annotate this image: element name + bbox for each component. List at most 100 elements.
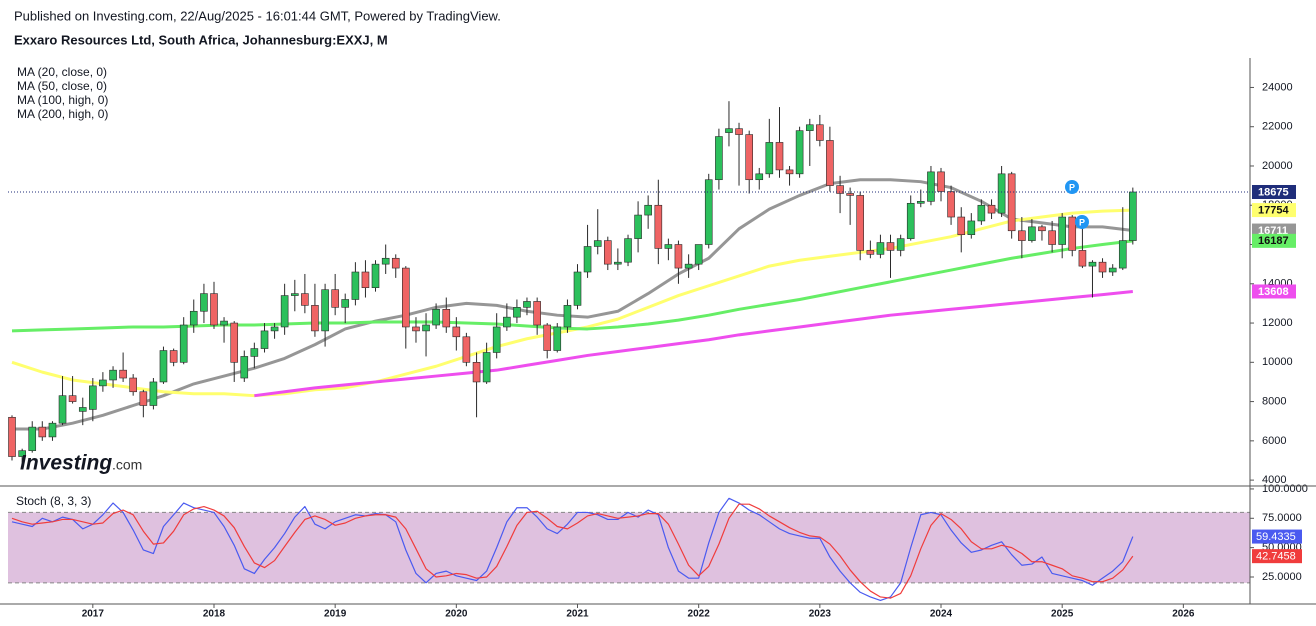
candle-body [795,130,804,175]
stoch-tick-label: 75.0000 [1262,512,1302,524]
candle-body [876,242,885,255]
x-tick-label: 2019 [324,609,347,620]
candle-body [18,450,26,457]
candle-body [725,128,733,133]
candle-body [230,322,239,363]
candle-body [371,263,380,289]
candle-body [593,240,602,247]
price-tag-label: 16187 [1258,235,1289,247]
candle-body [28,426,37,451]
candle-body [906,202,915,239]
candle-body [200,293,208,312]
candle-body [412,326,420,332]
candle-body [967,220,976,235]
candle-body [664,244,673,249]
candle-body [240,356,249,379]
event-marker-dot [1075,215,1089,229]
stoch-tick-label: 100.0000 [1262,483,1308,495]
candle-body [109,369,117,381]
candle-body [1098,261,1107,273]
event-marker[interactable]: P [1065,180,1079,194]
candle-body [624,238,632,263]
candle-body [381,257,390,265]
stoch-tag [1252,549,1302,564]
stoch-line [11,497,1134,602]
candle-body [947,191,955,218]
price-tag [1252,184,1296,199]
candle-body [644,204,652,216]
candle-body [634,214,642,239]
candle-body [311,305,319,332]
price-tag [1252,203,1296,218]
moving-average-line [254,289,1133,398]
candle-body [179,324,188,363]
candle-body [503,316,511,328]
candle-body [99,379,107,387]
candle-body [351,271,360,300]
candle-body [614,261,622,265]
x-tick-label: 2023 [809,609,832,620]
legend-entry: MA (100, high, 0) [17,93,108,107]
y-tick-label: 24000 [1262,81,1293,93]
candle-body [836,185,844,194]
candle-body [38,426,47,438]
candle-body [1018,230,1026,241]
candle-body [674,244,683,269]
candle-body [563,305,572,328]
candle-body [189,310,198,326]
legend-entry: MA (200, high, 0) [17,107,108,121]
price-tag-label: 13608 [1258,286,1289,298]
candle-body [916,201,925,204]
candle-body [321,289,329,332]
candle-body [765,142,774,175]
candle-body [785,169,794,175]
plot-area: 4000600080001000012000140001600018000200… [8,65,1308,620]
y-tick-label: 4000 [1262,474,1286,486]
x-tick-label: 2024 [930,609,953,620]
candle-body [1048,230,1056,245]
x-tick-label: 2025 [1051,609,1074,620]
candle-body [391,257,400,269]
candle-body [452,326,461,338]
candle-body [694,244,703,265]
candle-body [987,204,996,214]
candle-body [513,307,521,318]
candle-body [432,309,440,326]
candle-body [704,179,713,245]
candle-body [58,395,67,424]
candle-body [210,293,218,326]
candle-body [492,326,501,353]
candle-body [159,350,168,383]
candle-body [543,324,552,351]
candle-body [553,326,562,351]
indicator-title: Stoch (8, 3, 3) [16,494,91,508]
stoch-tag [1252,529,1302,544]
candle-body [1028,226,1036,241]
candle-body [1007,173,1016,232]
candle-body [341,299,350,308]
price-tag [1252,284,1296,299]
x-tick-label: 2021 [566,609,589,620]
candle-body [149,381,158,406]
event-marker-dot [1065,180,1079,194]
candle-body [220,320,228,326]
x-tick-label: 2026 [1172,609,1195,620]
watermark-suffix: .com [112,457,142,473]
price-tag [1252,233,1296,248]
candle-body [927,171,935,202]
y-tick-label: 22000 [1262,121,1293,133]
candle-body [1038,226,1046,232]
legend-entry: MA (20, close, 0) [17,65,107,79]
candle-body [361,271,370,289]
candle-body [896,238,905,251]
candle-body [856,195,864,251]
y-tick-label: 8000 [1262,395,1286,407]
event-marker[interactable]: P [1075,215,1089,229]
event-marker-label: P [1069,182,1075,192]
candle-body [301,293,309,306]
candle-body [735,128,743,135]
chart-title: Exxaro Resources Ltd, South Africa, Joha… [14,32,388,47]
candle-body [886,242,895,251]
